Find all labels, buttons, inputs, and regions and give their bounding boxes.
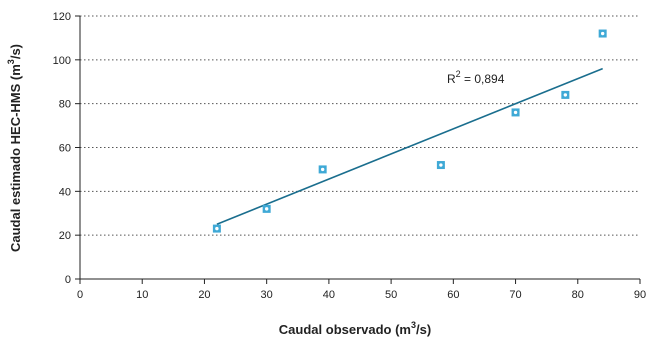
data-points	[212, 29, 607, 233]
data-point	[561, 90, 570, 99]
point-marker-center	[563, 93, 568, 97]
point-marker-center	[439, 163, 443, 167]
x-tick-label: 90	[634, 289, 646, 301]
point-marker-center	[513, 110, 518, 115]
data-point	[511, 108, 520, 117]
y-tick-labels: 0 20 40 60 80 100 120	[53, 11, 71, 286]
x-tick-label: 30	[261, 289, 273, 301]
y-tick-label: 40	[59, 186, 71, 198]
data-point	[598, 29, 607, 38]
data-point	[318, 165, 327, 174]
r-squared-annotation: R2 = 0,894	[447, 69, 505, 86]
x-tick-label: 40	[323, 289, 335, 301]
y-tick-label: 80	[59, 99, 71, 111]
point-marker-center	[320, 167, 325, 172]
y-tick-label: 100	[53, 55, 71, 67]
y-axis-title: Caudal estimado HEC-HMS (m3/s)	[6, 44, 23, 252]
x-tick-label: 20	[198, 289, 210, 301]
axes	[75, 15, 641, 284]
y-tick-label: 60	[59, 143, 71, 155]
x-tick-label: 50	[385, 289, 397, 301]
x-tick-label: 0	[77, 289, 83, 301]
x-tick-label: 10	[136, 289, 148, 301]
point-marker-center	[264, 207, 269, 211]
x-axis-title: Caudal observado (m3/s)	[279, 320, 431, 337]
trendline-group	[216, 67, 603, 225]
x-tick-label: 60	[447, 289, 459, 301]
point-marker-center	[600, 31, 605, 36]
grid-lines	[80, 15, 640, 236]
x-tick-label: 80	[572, 289, 584, 301]
x-tick-labels: 0 10 20 30 40 50 60 70 80 90	[77, 289, 646, 301]
y-tick-label: 20	[59, 230, 71, 242]
x-tick-label: 70	[509, 289, 521, 301]
data-point	[436, 161, 445, 170]
data-point	[212, 224, 221, 233]
y-tick-label: 120	[53, 11, 71, 23]
point-marker-center	[215, 226, 219, 231]
y-tick-label: 0	[65, 274, 71, 286]
trendline	[216, 67, 603, 225]
data-point	[262, 204, 271, 213]
